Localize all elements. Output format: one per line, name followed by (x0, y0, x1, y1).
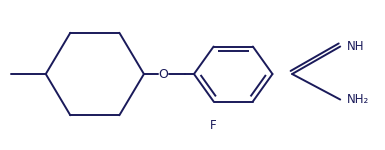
Text: F: F (210, 119, 217, 132)
Text: O: O (159, 68, 169, 81)
Text: NH: NH (347, 40, 365, 53)
Text: NH₂: NH₂ (347, 93, 369, 106)
